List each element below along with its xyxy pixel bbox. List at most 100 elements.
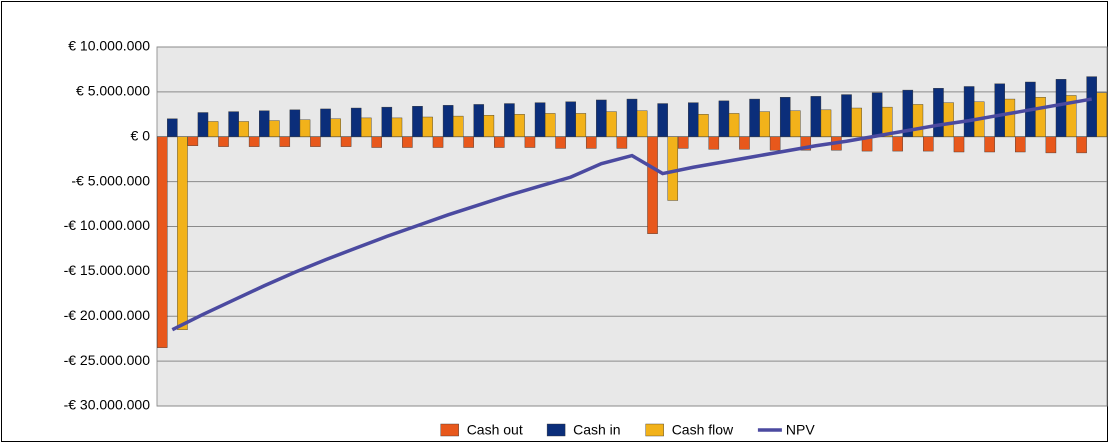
bar <box>381 106 393 137</box>
bar <box>248 136 260 147</box>
bar <box>718 100 730 137</box>
bar <box>1055 79 1067 137</box>
bar <box>779 97 791 137</box>
bar <box>156 136 168 348</box>
bar <box>596 99 607 137</box>
bar <box>841 94 852 137</box>
bar <box>228 111 239 137</box>
bar <box>657 103 668 137</box>
bar <box>728 113 740 137</box>
bar <box>1015 136 1026 153</box>
bar <box>769 136 781 151</box>
bar <box>963 86 975 137</box>
bar <box>310 136 321 147</box>
bar <box>207 121 219 137</box>
bar <box>504 103 515 137</box>
bar <box>259 110 270 137</box>
legend-label: Cash out <box>467 422 523 438</box>
bar <box>892 136 903 152</box>
bar <box>677 136 689 149</box>
bar <box>575 113 587 137</box>
y-tick-label: € 0 <box>131 127 151 143</box>
bar <box>1045 136 1057 154</box>
bar <box>177 136 188 330</box>
bar <box>289 109 301 137</box>
bar <box>800 136 812 151</box>
y-tick-label: -€ 10.000.000 <box>64 217 151 233</box>
bar <box>432 136 444 148</box>
bar <box>810 96 822 137</box>
bar <box>187 136 199 146</box>
bar <box>402 136 413 148</box>
bar <box>412 106 423 137</box>
bar <box>279 136 291 147</box>
bar <box>1035 97 1046 137</box>
bar <box>494 136 505 148</box>
bar <box>698 114 709 137</box>
bar <box>565 101 576 137</box>
legend-label: Cash flow <box>672 422 734 438</box>
bar <box>299 119 311 137</box>
y-tick-label: € 10.000.000 <box>68 38 150 54</box>
bar <box>483 115 495 137</box>
bar <box>1076 136 1087 154</box>
legend-label: Cash in <box>573 422 620 438</box>
bar <box>871 92 883 137</box>
legend-label: NPV <box>786 422 815 438</box>
bar <box>708 136 720 150</box>
bar <box>330 118 341 137</box>
bar <box>759 111 770 137</box>
bar <box>463 136 474 148</box>
bar <box>340 136 352 147</box>
bar <box>636 110 648 137</box>
bar <box>524 136 536 148</box>
bar <box>667 136 679 201</box>
bar <box>361 117 372 137</box>
bar <box>647 136 658 234</box>
npv-line <box>171 97 1092 332</box>
bar <box>1065 95 1077 137</box>
y-tick-label: -€ 20.000.000 <box>64 307 151 323</box>
bar <box>923 136 934 152</box>
bar <box>544 113 556 137</box>
bar <box>626 98 638 137</box>
bar <box>749 98 760 137</box>
bar <box>585 136 597 149</box>
bar <box>820 109 832 137</box>
bar <box>534 102 546 137</box>
bar <box>790 110 801 137</box>
bar <box>167 118 178 137</box>
bar <box>269 120 280 137</box>
bar <box>1004 98 1016 137</box>
bar <box>1086 76 1097 137</box>
y-tick-label: -€ 25.000.000 <box>64 352 151 368</box>
bar <box>238 121 249 137</box>
bar <box>391 117 403 137</box>
bar <box>514 114 525 137</box>
y-tick-label: -€ 15.000.000 <box>64 262 151 278</box>
bar <box>943 102 954 137</box>
legend-swatch <box>546 423 566 437</box>
bar <box>1096 92 1108 137</box>
bar <box>197 112 209 137</box>
legend-swatch <box>645 423 664 437</box>
bar <box>350 107 362 137</box>
bar <box>473 104 485 137</box>
bar <box>616 136 628 149</box>
bar <box>555 136 566 149</box>
bar <box>984 136 995 153</box>
bar <box>320 108 331 137</box>
bar <box>933 88 944 137</box>
bar <box>688 102 699 137</box>
bar <box>442 105 454 137</box>
bar <box>851 107 862 137</box>
bar <box>452 115 464 137</box>
y-tick-label: € 5.000.000 <box>76 83 150 99</box>
y-tick-label: -€ 5.000.000 <box>71 172 150 188</box>
bar <box>953 136 965 153</box>
legend-swatch <box>440 423 459 437</box>
bar <box>994 83 1005 137</box>
bar <box>882 106 893 137</box>
bar <box>739 136 750 150</box>
